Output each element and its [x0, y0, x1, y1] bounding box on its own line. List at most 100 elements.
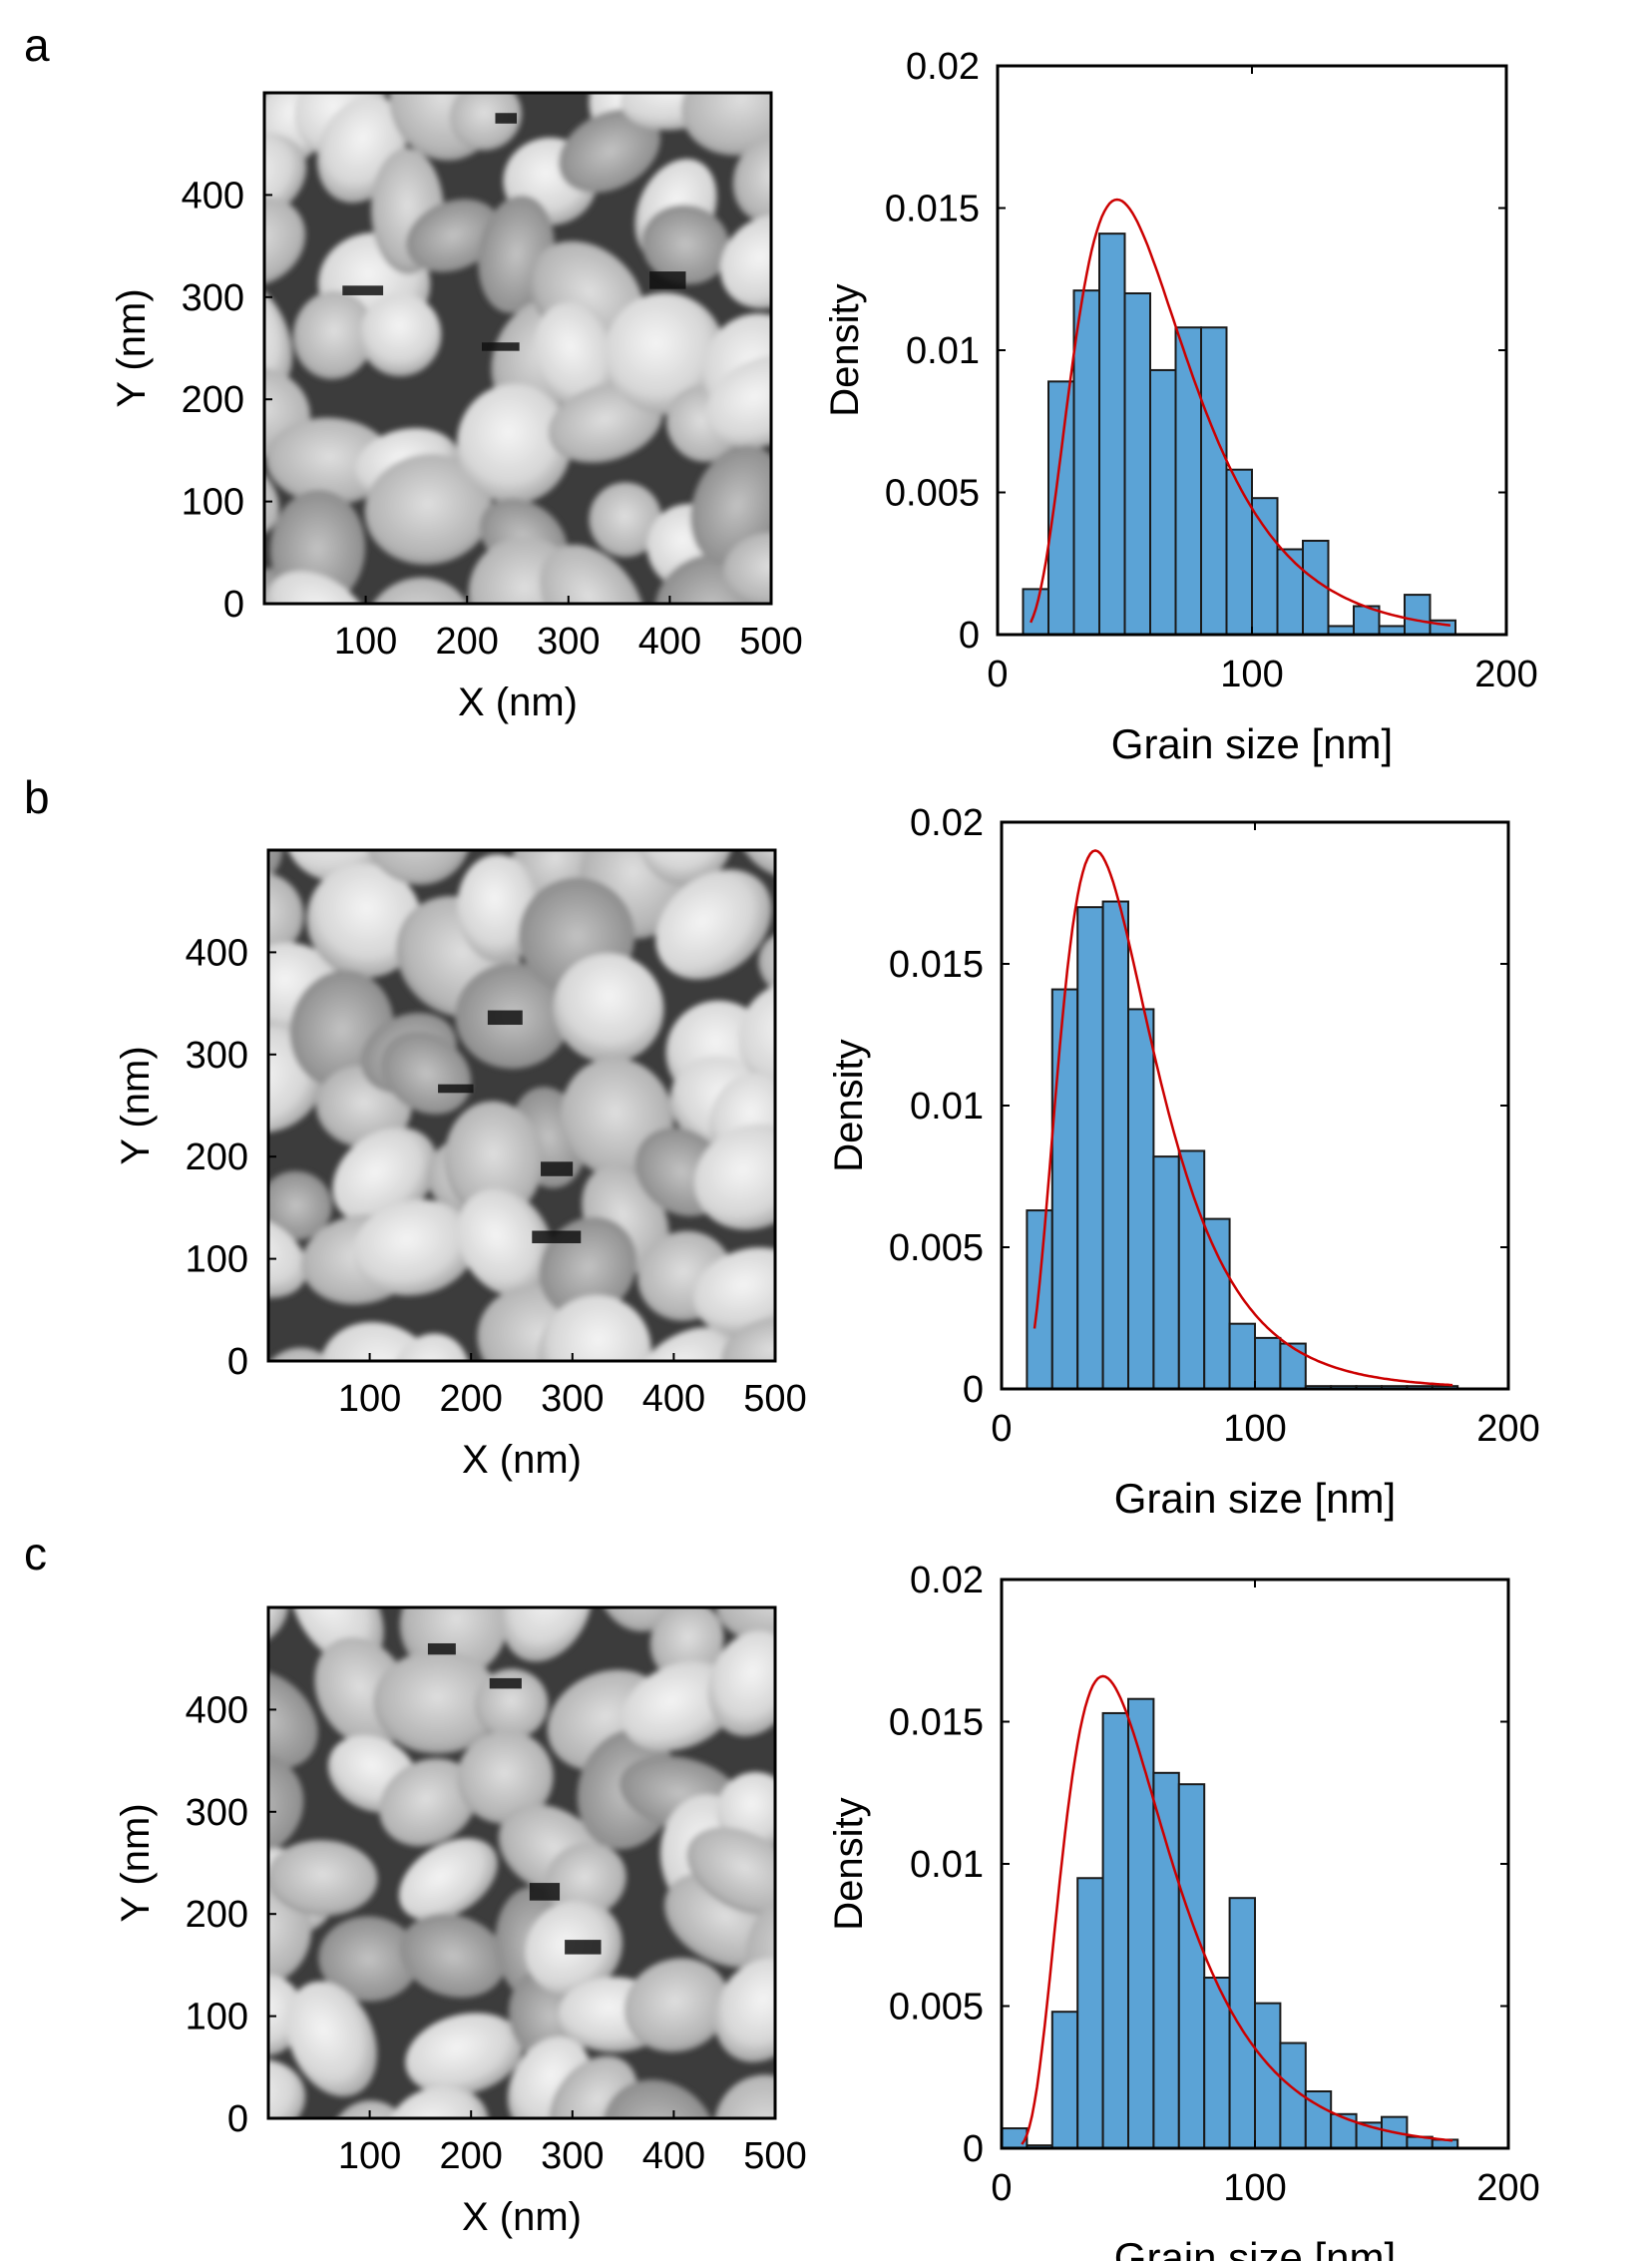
- afm-grain: [332, 1127, 438, 1225]
- hist-ytick-label: 0.015: [889, 944, 984, 986]
- afm-grain: [353, 1199, 477, 1296]
- afm-grain: [268, 1170, 332, 1240]
- afm-grain: [545, 1842, 626, 1919]
- afm-grain: [268, 2058, 306, 2118]
- hist-xtick-label: 0: [987, 654, 1008, 695]
- histogram-bar: [1254, 1336, 1282, 1391]
- afm-ylabel: Y (nm): [110, 288, 154, 407]
- afm-defect: [438, 1084, 474, 1094]
- afm-grain: [559, 109, 661, 194]
- afm-xtick-label: 200: [435, 621, 498, 663]
- afm-grain: [399, 1914, 506, 1998]
- hist-ytick-label: 0.015: [889, 1702, 984, 1744]
- histogram-bar: [1072, 289, 1100, 636]
- afm-image-c: 100 200 300 400 500 0 100 200 300 400 X (nm) Y (nm): [114, 1605, 807, 2239]
- afm-ytick-label: 200: [186, 1136, 248, 1178]
- histogram-bar: [1279, 1342, 1307, 1391]
- histogram-bar: [1228, 1897, 1256, 2149]
- histogram-bar: [1001, 2127, 1029, 2150]
- fit-curve: [1032, 849, 1453, 1387]
- hist-ytick-label: 0.01: [910, 1844, 984, 1886]
- hist-ytick-label: 0.01: [910, 1086, 984, 1128]
- afm-xtick-label: 100: [338, 1378, 401, 1420]
- afm-defect: [487, 1010, 523, 1026]
- histogram-bar: [1177, 1783, 1206, 2149]
- afm-xtick-label: 500: [739, 621, 802, 663]
- afm-grain: [538, 1295, 651, 1361]
- histogram-bar: [1203, 1217, 1231, 1390]
- afm-grain: [602, 2079, 717, 2118]
- afm-topography: [264, 93, 771, 604]
- afm-grain: [268, 872, 304, 957]
- hist-xlabel: Grain size [nm]: [1114, 1475, 1396, 1522]
- afm-grain: [289, 1607, 384, 1666]
- hist-xlabel: Grain size [nm]: [1111, 720, 1393, 767]
- histogram-bar: [1200, 326, 1228, 636]
- afm-ytick-label: 200: [186, 1894, 248, 1936]
- afm-xlabel: X (nm): [458, 680, 578, 724]
- afm-defect: [495, 113, 518, 124]
- afm-grain: [265, 571, 374, 604]
- hist-ytick-label: 0: [963, 2128, 984, 2170]
- afm-grain: [623, 1958, 730, 2052]
- afm-xtick-label: 400: [642, 1378, 705, 1420]
- hist-ytick-label: 0.005: [885, 473, 980, 515]
- afm-xlabel: X (nm): [462, 2195, 582, 2239]
- afm-grain: [373, 1650, 502, 1754]
- histogram-bar: [1026, 1209, 1053, 1390]
- afm-ylabel: Y (nm): [114, 1046, 158, 1164]
- afm-grain: [264, 277, 293, 392]
- afm-xtick-label: 300: [537, 621, 600, 663]
- hist-ytick-label: 0: [959, 615, 980, 657]
- hist-ylabel: Density: [823, 283, 867, 416]
- histogram-bar: [1302, 539, 1330, 637]
- histogram-bar: [1098, 232, 1126, 636]
- afm-image-a: 100 200 300 400 500 0 100 200 300 400 X (nm) Y (nm): [110, 91, 803, 724]
- hist-xtick-label: 0: [991, 1408, 1012, 1450]
- histogram-bar: [1174, 326, 1202, 636]
- histogram-bar: [1076, 906, 1104, 1390]
- afm-ytick-label: 300: [186, 1792, 248, 1834]
- hist-ytick-label: 0.01: [906, 330, 980, 372]
- afm-grain: [655, 869, 772, 980]
- fit-curve: [1030, 198, 1451, 627]
- afm-grain: [386, 2085, 489, 2118]
- afm-ytick-label: 400: [186, 932, 248, 974]
- afm-grain: [457, 383, 572, 504]
- hist-ytick-label: 0.005: [889, 1987, 984, 2029]
- afm-xtick-label: 500: [743, 2135, 806, 2177]
- afm-grain: [589, 482, 662, 558]
- afm-grain: [362, 850, 472, 885]
- histogram-bar: [1050, 2011, 1079, 2149]
- histogram-bar: [1149, 368, 1177, 636]
- afm-grain: [549, 2055, 638, 2118]
- histogram-bar: [1127, 1697, 1155, 2149]
- panel-letter-a: a: [24, 19, 50, 71]
- afm-grain: [292, 290, 374, 380]
- afm-grain: [649, 1607, 724, 1681]
- panel-letter-c: c: [24, 1528, 47, 1580]
- histogram-bar: [1254, 2002, 1282, 2150]
- afm-grain: [553, 953, 664, 1064]
- afm-defect: [565, 1940, 602, 1955]
- afm-ytick-label: 100: [182, 482, 244, 524]
- histogram-bar: [1047, 380, 1075, 636]
- afm-grain: [694, 1124, 775, 1230]
- histogram-bar: [1330, 2112, 1358, 2150]
- hist-xtick-label: 100: [1220, 654, 1283, 695]
- hist-ytick-label: 0.015: [885, 189, 980, 230]
- afm-topography: [268, 1607, 775, 2118]
- hist-xtick-label: 100: [1223, 1408, 1286, 1450]
- afm-xlabel: X (nm): [462, 1438, 582, 1482]
- histogram-bar: [1404, 594, 1432, 636]
- afm-xtick-label: 100: [334, 621, 397, 663]
- afm-grain: [268, 1752, 304, 1858]
- afm-defect: [649, 271, 686, 289]
- panel-letter-b: b: [24, 771, 50, 823]
- histogram-b: 0 100 200 0 0.005 0.01 0.015 0.02 Grain size [nm…: [827, 802, 1540, 1522]
- afm-defect: [342, 285, 384, 295]
- afm-grain: [268, 1213, 307, 1298]
- hist-xtick-label: 200: [1474, 654, 1537, 695]
- histogram-bar: [1152, 1155, 1180, 1390]
